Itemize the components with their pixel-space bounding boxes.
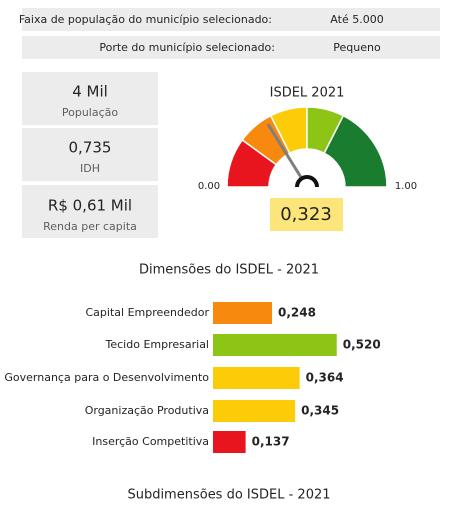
card-value: R$ 0,61 Mil: [48, 197, 132, 215]
info-value: Pequeno: [333, 41, 381, 54]
bar: [213, 367, 300, 389]
bar-category: Inserção Competitiva: [92, 435, 209, 448]
bar: [213, 334, 337, 356]
gauge-value-bg: [270, 198, 343, 231]
card-bg: [22, 72, 158, 125]
info-label: Porte do município selecionado:: [99, 41, 275, 54]
bar-value-label: 0,248: [278, 306, 316, 320]
gauge-needle: [266, 123, 302, 178]
bar: [213, 302, 273, 324]
card-bg: [22, 185, 158, 238]
gauge-min: 0.00: [198, 181, 220, 192]
info-row-bg: [22, 8, 440, 31]
bar-category: Tecido Empresarial: [105, 338, 209, 351]
card-label: Renda per capita: [43, 220, 137, 233]
info-row-bg: [22, 36, 440, 59]
chart-title: Dimensões do ISDEL - 2021: [139, 263, 319, 278]
gauge-hub: [295, 175, 319, 188]
bar-value-label: 0,137: [252, 435, 290, 449]
bar: [213, 400, 296, 422]
card-label: IDH: [80, 162, 100, 175]
bar-category: Governança para o Desenvolvimento: [4, 371, 209, 384]
gauge-max: 1.00: [395, 181, 417, 192]
section-title: Subdimensões do ISDEL - 2021: [127, 488, 330, 503]
bar-value-label: 0,345: [301, 404, 339, 418]
bar-value-label: 0,364: [306, 371, 344, 385]
bar-category: Organização Produtiva: [85, 404, 209, 417]
gauge-title: ISDEL 2021: [270, 86, 345, 101]
card-bg: [22, 128, 158, 181]
bar-value-label: 0,520: [343, 338, 381, 352]
bar-category: Capital Empreendedor: [86, 306, 210, 319]
card-value: 4 Mil: [72, 83, 108, 101]
info-value: Até 5.000: [330, 13, 383, 26]
gauge-value: 0,323: [280, 204, 332, 225]
card-value: 0,735: [69, 139, 112, 157]
gauge-band: [323, 114, 388, 188]
bar: [213, 431, 246, 453]
card-label: População: [62, 106, 119, 119]
info-label: Faixa de população do município selecion…: [19, 13, 272, 26]
